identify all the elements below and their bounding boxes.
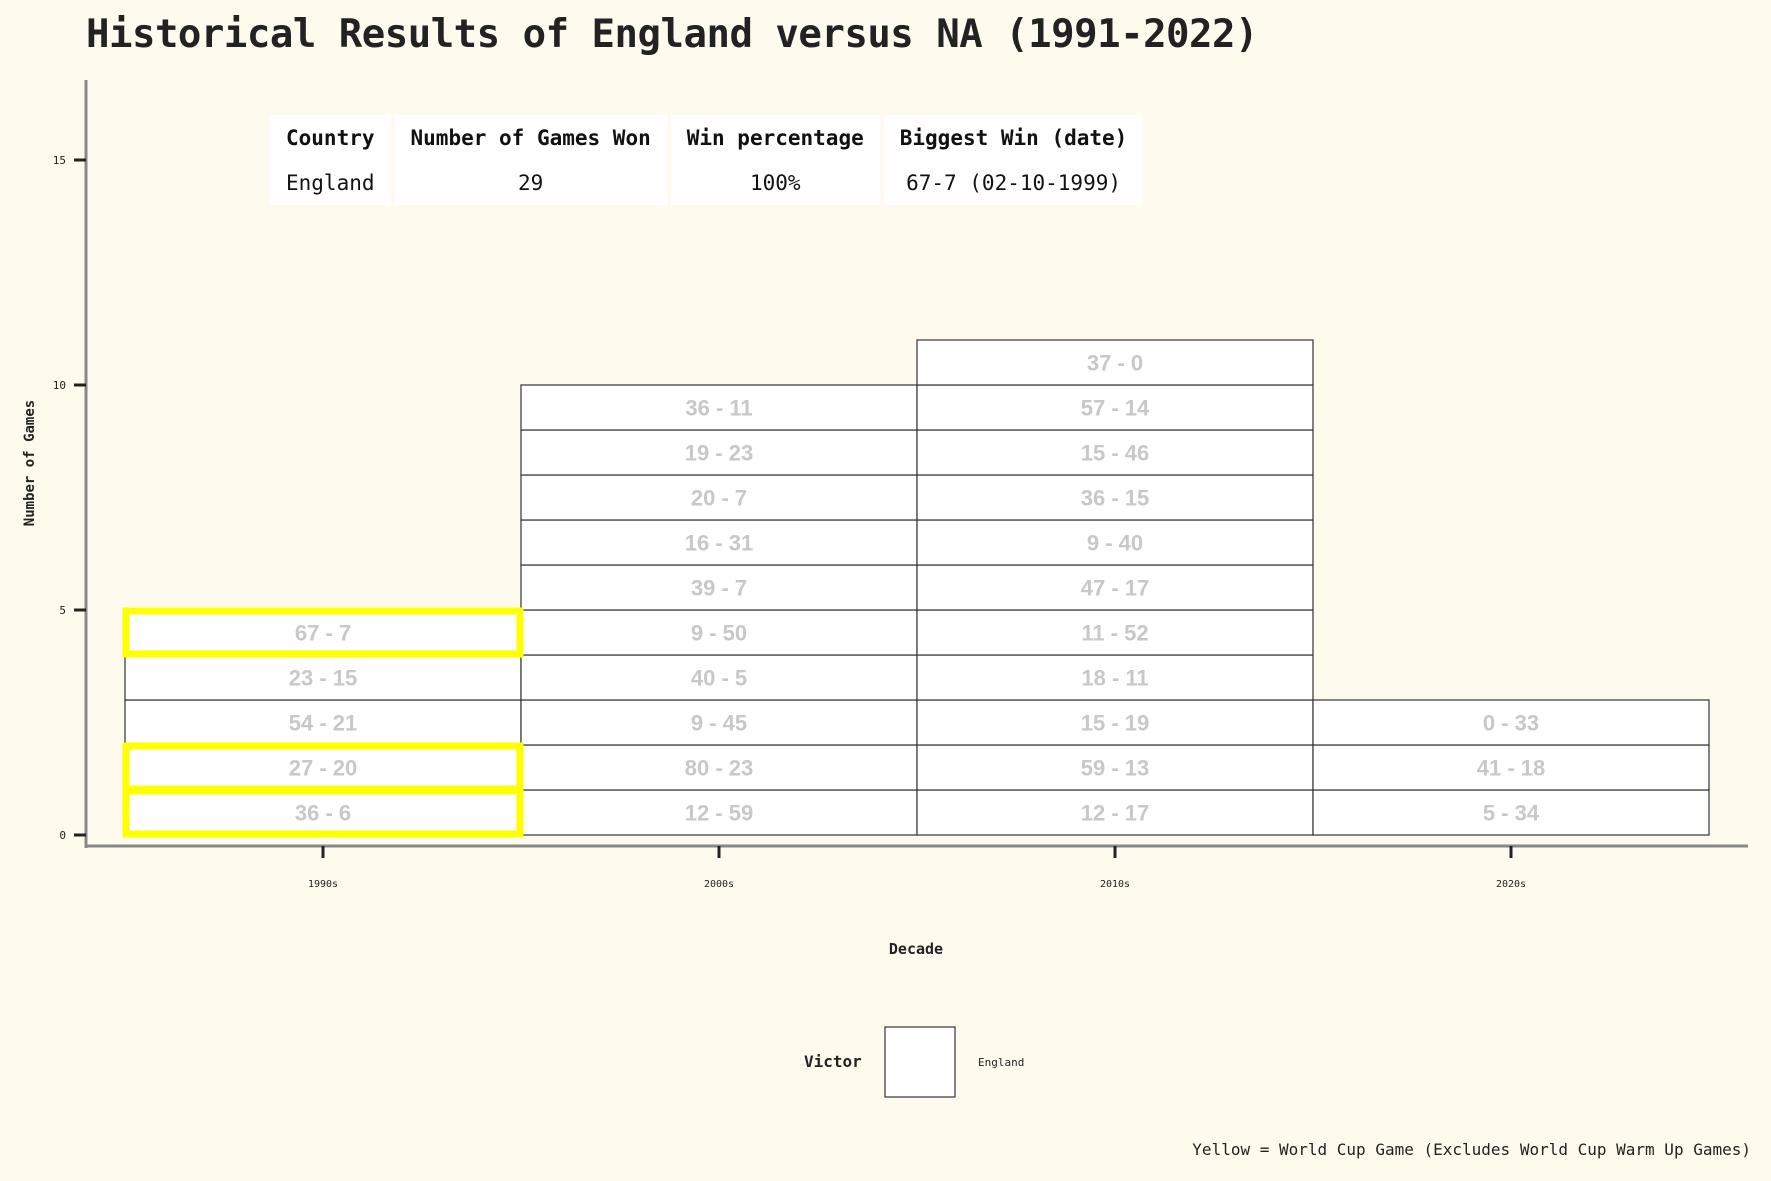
game-box: [916, 744, 1314, 791]
x-tick-label: 2000s: [704, 879, 734, 890]
game-score-label: 67 - 7: [295, 621, 351, 646]
game-score-label: 57 - 14: [1081, 396, 1150, 421]
legend-title: Victor: [804, 1052, 862, 1071]
game-box: [520, 699, 918, 746]
game-score-label: 12 - 17: [1081, 801, 1150, 826]
table-header-country: Country: [270, 115, 391, 160]
chart-title: Historical Results of England versus NA …: [86, 12, 1258, 57]
legend-label-england: England: [978, 1056, 1024, 1069]
game-score-label: 23 - 15: [289, 666, 358, 691]
game-box: [916, 474, 1314, 521]
y-axis-label: Number of Games: [22, 400, 38, 526]
game-score-label: 15 - 46: [1081, 441, 1150, 466]
y-tick-label: 10: [53, 379, 66, 392]
game-box: [1312, 699, 1710, 746]
game-score-label: 37 - 0: [1087, 351, 1143, 376]
game-score-label: 15 - 19: [1081, 711, 1150, 736]
game-score-label: 19 - 23: [685, 441, 754, 466]
game-box: [520, 474, 918, 521]
game-box: [520, 384, 918, 431]
bars: 36 - 6 27 - 20 54 - 21 23 - 15 67 - 7 12 - 59…: [124, 339, 1710, 836]
game-score-label: 9 - 50: [691, 621, 747, 646]
footnote: Yellow = World Cup Game (Excludes World …: [1192, 1140, 1751, 1159]
game-score-label: 5 - 34: [1483, 801, 1540, 826]
game-score-label: 41 - 18: [1477, 756, 1546, 781]
table-cell-win-percentage: 100%: [670, 160, 880, 205]
y-tick-label: 0: [59, 829, 66, 842]
game-box: [916, 339, 1314, 386]
summary-table-header-row: Country Number of Games Won Win percenta…: [270, 115, 1144, 160]
table-cell-country: England: [270, 160, 391, 205]
table-cell-biggest-win: 67-7 (02-10-1999): [883, 160, 1144, 205]
game-score-label: 47 - 17: [1081, 576, 1150, 601]
x-axis-label: Decade: [889, 940, 943, 958]
game-score-label: 36 - 11: [685, 396, 752, 421]
table-header-games-won: Number of Games Won: [394, 115, 667, 160]
game-score-label: 59 - 13: [1081, 756, 1150, 781]
world-cup-highlights: [122, 607, 524, 838]
game-score-label: 80 - 23: [685, 756, 754, 781]
x-tick-label: 2020s: [1496, 879, 1526, 890]
x-tick-label: 2010s: [1100, 879, 1130, 890]
x-tick-label: 1990s: [308, 879, 338, 890]
game-box: [1312, 744, 1710, 791]
game-score-label: 27 - 20: [289, 756, 358, 781]
summary-table: Country Number of Games Won Win percenta…: [266, 115, 1147, 205]
game-box: [520, 654, 918, 701]
game-score-label: 20 - 7: [691, 486, 747, 511]
axes: [84, 80, 1748, 848]
game-box: [916, 519, 1314, 566]
game-box: [916, 789, 1314, 836]
game-box: [124, 654, 522, 701]
table-row: England 29 100% 67-7 (02-10-1999): [270, 160, 1144, 205]
game-box: [916, 699, 1314, 746]
game-box: [520, 429, 918, 476]
game-score-label: 36 - 6: [295, 801, 351, 826]
game-score-label: 12 - 59: [685, 801, 754, 826]
game-score-label: 9 - 45: [691, 711, 747, 736]
legend: Victor England: [804, 1026, 1024, 1098]
game-box: [916, 384, 1314, 431]
game-box: [124, 609, 522, 656]
y-tick-label: 15: [53, 154, 66, 167]
game-box: [916, 654, 1314, 701]
game-score-label: 16 - 31: [685, 531, 754, 556]
y-tick-label: 5: [59, 604, 66, 617]
game-box: [916, 564, 1314, 611]
game-score-label: 39 - 7: [691, 576, 747, 601]
game-box: [1312, 789, 1710, 836]
game-score-label: 9 - 40: [1087, 531, 1143, 556]
game-score-label: 40 - 5: [691, 666, 747, 691]
world-cup-highlight-box: [122, 742, 524, 793]
game-score-label: 36 - 15: [1081, 486, 1150, 511]
game-score-label: 0 - 33: [1483, 711, 1539, 736]
game-score-label: 18 - 11: [1081, 666, 1148, 691]
game-score-label: 54 - 21: [289, 711, 358, 736]
table-cell-games-won: 29: [394, 160, 667, 205]
legend-swatch-england: [884, 1026, 956, 1098]
y-ticks: 0 5 10 15: [53, 154, 86, 842]
game-score-label: 11 - 52: [1081, 621, 1148, 646]
table-header-win-percentage: Win percentage: [670, 115, 880, 160]
x-ticks: 1990s 2000s 2010s 2020s: [308, 846, 1526, 890]
game-box: [520, 744, 918, 791]
game-box: [520, 789, 918, 836]
table-header-biggest-win: Biggest Win (date): [883, 115, 1144, 160]
world-cup-highlight-box: [122, 607, 524, 658]
game-box: [520, 564, 918, 611]
